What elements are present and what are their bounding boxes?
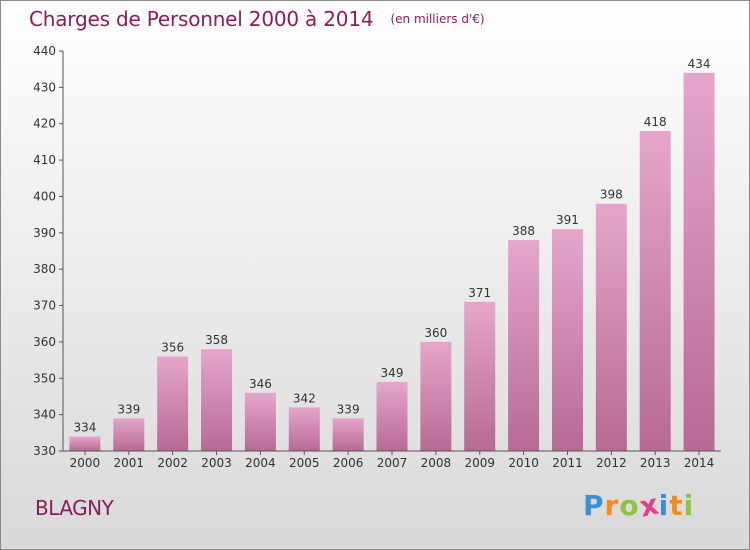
x-tick-label: 2008 [421,456,452,470]
brand-logo: Proxiti [583,487,695,523]
x-tick-label: 2003 [201,456,232,470]
x-tick-label: 2010 [508,456,539,470]
y-tick-label: 420 [33,117,56,131]
brand-logo-letter: r [604,489,620,522]
bar-value-label: 356 [161,340,184,354]
bar [69,436,101,451]
bar-value-label: 358 [205,333,228,347]
bar-value-label: 346 [249,377,272,391]
bar-value-label: 339 [117,402,140,416]
bar [113,418,145,451]
x-tick-label: 2000 [70,456,101,470]
y-tick-label: 330 [33,444,56,458]
brand-logo-letter: o [619,489,640,522]
y-tick-label: 440 [33,44,56,58]
commune-name: BLAGNY [35,496,114,520]
y-tick-label: 350 [33,371,56,385]
x-tick-label: 2014 [684,456,715,470]
bar [288,407,320,451]
y-tick-label: 360 [33,335,56,349]
bar [332,418,364,451]
title-row: Charges de Personnel 2000 à 2014 (en mil… [29,7,485,31]
bar-value-label: 342 [293,391,316,405]
x-tick-label: 2009 [464,456,495,470]
x-tick-label: 2004 [245,456,276,470]
unit-note: (en milliers d'€) [390,12,485,26]
bar-value-label: 388 [512,224,535,238]
bar-value-label: 339 [337,402,360,416]
y-tick-label: 410 [33,153,56,167]
bar [244,392,276,451]
bar-value-label: 360 [424,326,447,340]
page-title: Charges de Personnel 2000 à 2014 [29,7,374,31]
bar [464,301,496,451]
bar-value-label: 371 [468,286,491,300]
x-tick-label: 2007 [377,456,408,470]
brand-logo-letter: t [669,489,684,522]
brand-logo-letter: i [683,489,695,522]
x-tick-label: 2001 [114,456,145,470]
y-tick-label: 430 [33,80,56,94]
bar-value-label: 391 [556,213,579,227]
bar [683,72,715,452]
x-tick-label: 2002 [157,456,188,470]
y-tick-label: 400 [33,189,56,203]
x-tick-label: 2012 [596,456,627,470]
bar [551,229,583,451]
bar [157,356,189,451]
x-tick-label: 2011 [552,456,583,470]
bar [201,349,233,451]
y-tick-label: 340 [33,408,56,422]
x-tick-label: 2006 [333,456,364,470]
y-tick-label: 370 [33,299,56,313]
bar-value-label: 334 [73,420,96,434]
y-tick-label: 390 [33,226,56,240]
bar [639,131,671,451]
x-tick-label: 2005 [289,456,320,470]
brand-logo-letter: i [658,489,670,522]
bar [376,381,408,451]
bar-value-label: 418 [644,115,667,129]
bar-value-label: 398 [600,188,623,202]
brand-logo-letter: P [583,489,605,522]
y-tick-label: 380 [33,262,56,276]
bar [508,240,540,451]
x-tick-label: 2013 [640,456,671,470]
bar [595,203,627,451]
bar-value-label: 434 [688,57,711,71]
bar [420,341,452,451]
bar-value-label: 349 [381,366,404,380]
